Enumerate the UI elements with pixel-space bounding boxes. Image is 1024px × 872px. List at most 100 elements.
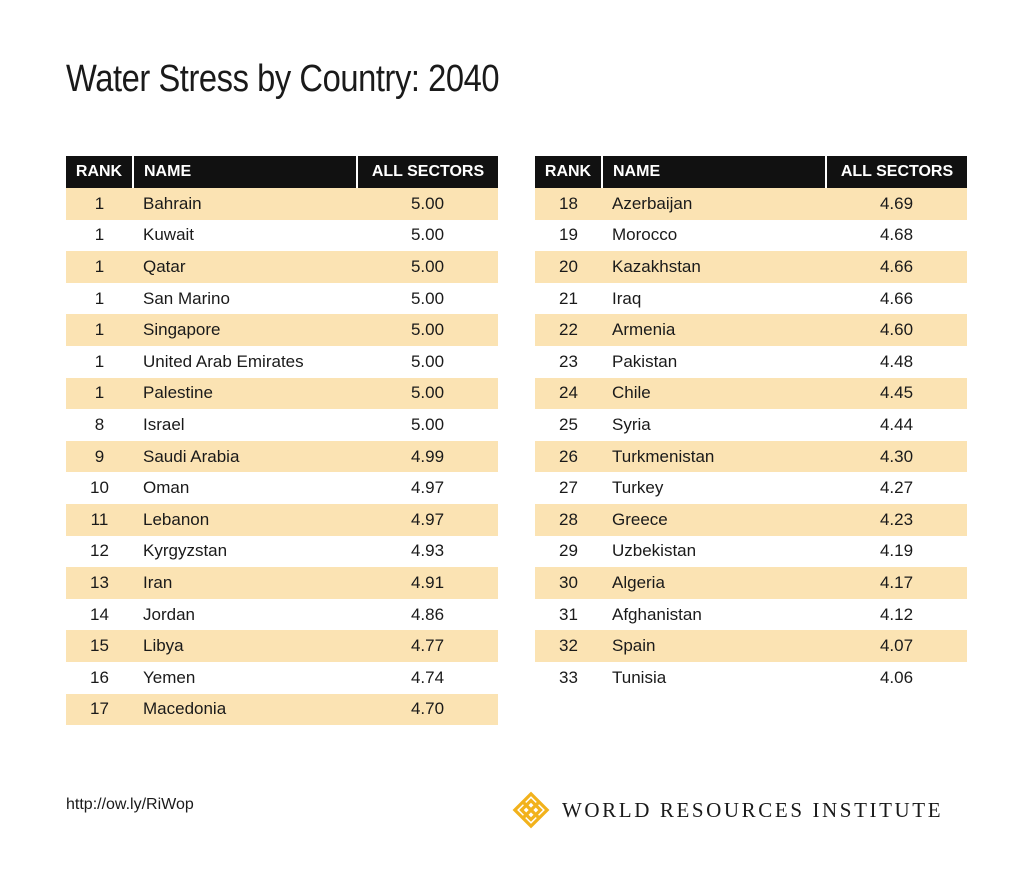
- name-cell: Kuwait: [143, 225, 195, 245]
- name-cell: Libya: [133, 630, 357, 662]
- rank-cell: 8: [94, 414, 105, 434]
- logo-stroke: [519, 798, 543, 822]
- table-row: 1 Qatar 5.00: [66, 251, 498, 283]
- rank-cell: 32: [535, 630, 602, 662]
- table-row: 24 Chile 4.45: [535, 377, 967, 410]
- table-row: 33 Tunisia 4.06: [535, 662, 967, 694]
- column-header-name: NAME: [133, 156, 358, 188]
- name-cell: Kyrgyzstan: [143, 541, 228, 561]
- wri-logo: WORLD RESOURCES INSTITUTE: [512, 791, 943, 829]
- column-header-rank: RANK: [66, 156, 134, 188]
- value-cell: 4.19: [879, 541, 914, 561]
- value-cell: 4.70: [357, 693, 498, 726]
- table-row: 21 Iraq 4.66: [535, 283, 967, 315]
- table-row: 32 Spain 4.07: [535, 630, 967, 662]
- table-row: 23 Pakistan 4.48: [535, 346, 967, 378]
- value-cell: 4.77: [357, 630, 498, 662]
- table-row: 1 Palestine 5.00: [66, 377, 498, 410]
- name-cell: Kazakhstan: [602, 251, 826, 283]
- rank-cell: 30: [535, 567, 602, 599]
- rank-cell: 1: [66, 251, 133, 283]
- table-row: 13 Iran 4.91: [66, 567, 498, 599]
- rank-cell: 1: [94, 288, 105, 308]
- ranking-table-left: RANK NAME ALL SECTORS 1 Bahrain 5.00 1 Kuwai…: [66, 156, 498, 726]
- value-cell: 4.66: [879, 288, 914, 308]
- name-cell: Macedonia: [133, 693, 357, 726]
- table-header-row: RANK NAME ALL SECTORS: [535, 156, 967, 188]
- value-cell: 4.66: [826, 251, 967, 283]
- table-row: 11 Lebanon 4.97: [66, 503, 498, 536]
- name-cell: Algeria: [602, 567, 826, 599]
- rank-cell: 33: [559, 667, 578, 687]
- value-cell: 4.86: [410, 604, 445, 624]
- table-row: 18 Azerbaijan 4.69: [535, 188, 967, 220]
- rank-cell: 1: [94, 351, 105, 371]
- table-row: 14 Jordan 4.86: [66, 599, 498, 631]
- value-cell: 4.91: [357, 567, 498, 599]
- value-cell: 5.00: [357, 377, 498, 410]
- rank-cell: 17: [66, 693, 133, 726]
- value-cell: 4.99: [357, 440, 498, 473]
- table-row: 26 Turkmenistan 4.30: [535, 440, 967, 473]
- name-cell: Spain: [602, 630, 826, 662]
- value-cell: 4.45: [826, 377, 967, 410]
- name-cell: Turkmenistan: [602, 440, 826, 473]
- rank-cell: 1: [66, 314, 133, 346]
- table-row: 1 Kuwait 5.00: [66, 220, 498, 252]
- table-row: 1 United Arab Emirates 5.00: [66, 346, 498, 378]
- name-cell: Pakistan: [612, 351, 678, 371]
- wri-knot-icon: [512, 791, 550, 829]
- name-cell: Iran: [133, 567, 357, 599]
- table-row: 12 Kyrgyzstan 4.93: [66, 536, 498, 568]
- name-cell: Azerbaijan: [602, 188, 826, 220]
- value-cell: 4.44: [879, 414, 914, 434]
- rank-cell: 25: [559, 414, 578, 434]
- table-row: 9 Saudi Arabia 4.99: [66, 440, 498, 473]
- value-cell: 4.30: [826, 440, 967, 473]
- value-cell: 5.00: [357, 314, 498, 346]
- rank-cell: 12: [90, 541, 109, 561]
- value-cell: 4.23: [826, 503, 967, 536]
- name-cell: San Marino: [143, 288, 230, 308]
- rank-cell: 18: [535, 188, 602, 220]
- table-row: 15 Libya 4.77: [66, 630, 498, 662]
- table-row: 19 Morocco 4.68: [535, 220, 967, 252]
- table-row: 29 Uzbekistan 4.19: [535, 536, 967, 568]
- rank-cell: 13: [66, 567, 133, 599]
- value-cell: 4.12: [879, 604, 914, 624]
- rank-cell: 22: [535, 314, 602, 346]
- rank-cell: 31: [559, 604, 578, 624]
- name-cell: Afghanistan: [612, 604, 702, 624]
- name-cell: Qatar: [133, 251, 357, 283]
- ranking-table-right: RANK NAME ALL SECTORS 18 Azerbaijan 4.69 19…: [535, 156, 967, 694]
- value-cell: 4.97: [357, 503, 498, 536]
- rank-cell: 16: [90, 667, 109, 687]
- table-row: 8 Israel 5.00: [66, 409, 498, 441]
- rank-cell: 1: [94, 225, 105, 245]
- value-cell: 4.60: [826, 314, 967, 346]
- rank-cell: 27: [559, 478, 578, 498]
- rank-cell: 15: [66, 630, 133, 662]
- table-row: 10 Oman 4.97: [66, 472, 498, 504]
- rank-cell: 1: [66, 188, 133, 220]
- value-cell: 4.93: [410, 541, 445, 561]
- table-row: 1 Singapore 5.00: [66, 314, 498, 346]
- table-row: 1 San Marino 5.00: [66, 283, 498, 315]
- logo-stroke: [521, 800, 541, 820]
- value-cell: 4.27: [879, 478, 914, 498]
- name-cell: Tunisia: [612, 667, 667, 687]
- name-cell: Israel: [143, 414, 185, 434]
- value-cell: 4.48: [879, 351, 914, 371]
- name-cell: Greece: [602, 503, 826, 536]
- table-row: 30 Algeria 4.17: [535, 567, 967, 599]
- value-cell: 5.00: [357, 188, 498, 220]
- org-name: WORLD RESOURCES INSTITUTE: [562, 797, 944, 822]
- table-row: 1 Bahrain 5.00: [66, 188, 498, 220]
- source-link[interactable]: http://ow.ly/RiWop: [66, 796, 194, 813]
- name-cell: Singapore: [133, 314, 357, 346]
- name-cell: Turkey: [612, 478, 664, 498]
- value-cell: 5.00: [410, 414, 445, 434]
- rank-cell: 10: [90, 478, 109, 498]
- value-cell: 4.74: [410, 667, 445, 687]
- name-cell: Yemen: [143, 667, 196, 687]
